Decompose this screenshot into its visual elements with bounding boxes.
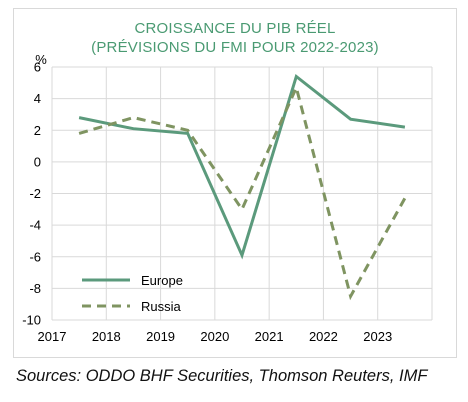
x-tick-label: 2019 — [146, 329, 175, 344]
y-tick-label: -8 — [29, 281, 41, 296]
data-point-russia — [294, 86, 298, 90]
data-point-russia — [77, 131, 81, 135]
chart-frame — [13, 8, 457, 358]
x-tick-label: 2023 — [363, 329, 392, 344]
x-tick-label: 2018 — [92, 329, 121, 344]
data-point-europe — [240, 253, 244, 257]
data-point-europe — [294, 74, 298, 78]
y-tick-label: 4 — [34, 91, 41, 106]
legend-label-russia: Russia — [141, 299, 182, 314]
y-tick-label: -6 — [29, 249, 41, 264]
y-tick-label: 0 — [34, 154, 41, 169]
x-tick-label: 2021 — [255, 329, 284, 344]
data-point-europe — [131, 127, 135, 131]
data-point-russia — [240, 207, 244, 211]
x-tick-label: 2017 — [38, 329, 67, 344]
series-lines — [77, 73, 407, 301]
data-point-europe — [77, 116, 81, 120]
data-point-europe — [403, 125, 407, 129]
x-tick-label: 2022 — [309, 329, 338, 344]
y-tick-label: 6 — [34, 60, 41, 75]
legend-label-europe: Europe — [141, 273, 183, 288]
grid-lines — [51, 66, 433, 321]
y-tick-label: -10 — [22, 313, 41, 328]
data-point-europe — [349, 117, 353, 121]
y-tick-label: -4 — [29, 218, 41, 233]
chart-subtitle: (PRÉVISIONS DU FMI POUR 2022-2023) — [91, 39, 379, 56]
series-line-europe — [78, 73, 406, 260]
data-point-russia — [131, 116, 135, 120]
series-line-russia — [78, 83, 407, 301]
data-point-russia — [403, 196, 407, 200]
legend: Europe Russia — [82, 273, 183, 314]
y-unit-label: % — [35, 52, 47, 67]
y-tick-label: -2 — [29, 186, 41, 201]
data-point-russia — [349, 294, 353, 298]
y-tick-label: 2 — [34, 123, 41, 138]
chart-title: CROISSANCE DU PIB RÉEL — [134, 20, 336, 37]
source-note: Sources: ODDO BHF Securities, Thomson Re… — [16, 367, 428, 385]
x-tick-label: 2020 — [200, 329, 229, 344]
data-point-russia — [186, 128, 190, 132]
